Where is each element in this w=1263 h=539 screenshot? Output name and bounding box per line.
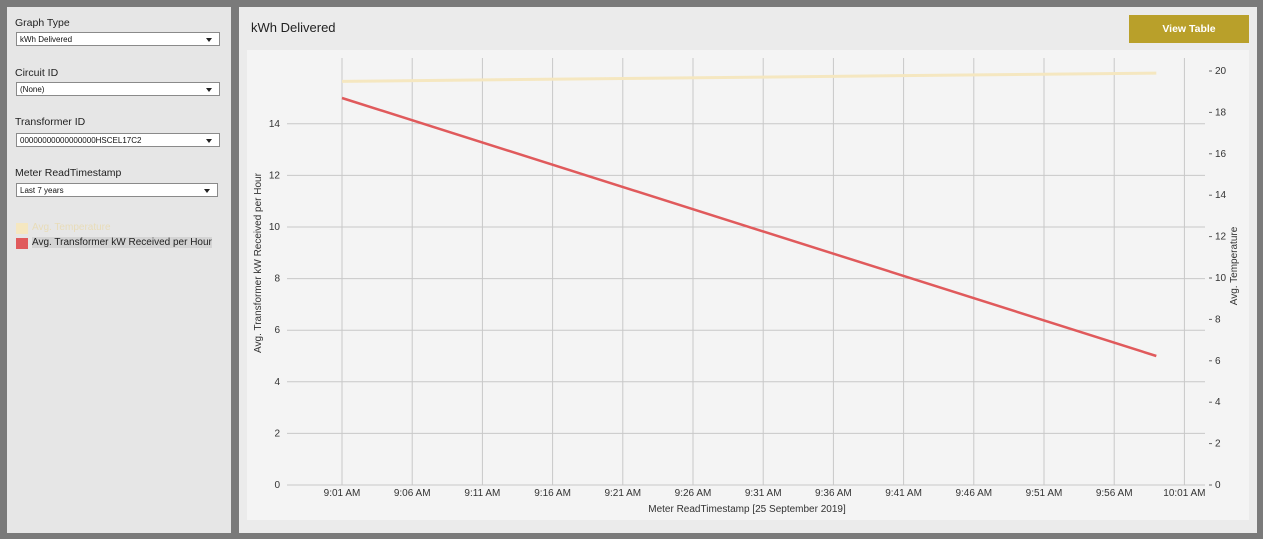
x-tick-label: 9:56 AM	[1096, 488, 1133, 499]
y2-tick-label: 0	[1215, 480, 1221, 491]
circuit-id-label: Circuit ID	[15, 67, 59, 79]
y2-tick-label: 6	[1215, 356, 1221, 367]
y2-tick-label: 2	[1215, 439, 1221, 450]
x-tick-label: 9:11 AM	[464, 488, 500, 499]
series-line-temperature	[341, 71, 1157, 83]
x-tick-label: 9:36 AM	[815, 488, 852, 499]
x-tick-label: 9:21 AM	[604, 488, 641, 499]
y2-tick-label: 14	[1215, 190, 1227, 201]
graph-type-select[interactable]: kWh Delivered	[16, 32, 220, 46]
y2-tick-label: 18	[1215, 107, 1227, 118]
chevron-down-icon	[204, 189, 210, 193]
y2-tick-label: 10	[1215, 273, 1227, 284]
circuit-id-value: (None)	[20, 85, 45, 94]
legend-swatch-kw-received	[16, 238, 28, 249]
y-tick-label: 6	[274, 325, 280, 336]
line-chart: 0 2 4 6 8 10 12 14 0 2 4 6 8 10 12 14 16 18 20 9:01 AM 9:0…	[253, 58, 1240, 515]
meter-read-value: Last 7 years	[20, 186, 64, 195]
x-tick-label: 9:41 AM	[885, 488, 922, 499]
graph-type-label: Graph Type	[15, 17, 70, 29]
chart-panel: 0 2 4 6 8 10 12 14 0 2 4 6 8 10 12 14 16 18 20 9:01 AM 9:0…	[247, 50, 1249, 520]
y-tick-label: 14	[269, 119, 281, 130]
transformer-id-label: Transformer ID	[15, 116, 86, 128]
y-tick-label: 4	[274, 377, 280, 388]
y-tick-label: 10	[269, 222, 281, 233]
meter-read-label: Meter ReadTimestamp	[15, 167, 122, 179]
y2-tick-label: 16	[1215, 149, 1227, 160]
x-tick-label: 9:31 AM	[745, 488, 782, 499]
graph-type-value: kWh Delivered	[20, 35, 73, 44]
legend-label-temperature: Avg. Temperature	[32, 222, 111, 233]
x-tick-label: 10:01 AM	[1163, 488, 1205, 499]
page-title: kWh Delivered	[251, 20, 336, 35]
chevron-down-icon	[206, 88, 212, 92]
chevron-down-icon	[206, 139, 212, 143]
view-table-button[interactable]: View Table	[1129, 15, 1249, 43]
y-tick-label: 2	[274, 428, 280, 439]
y2-tick-label: 8	[1215, 314, 1221, 325]
x-tick-label: 9:51 AM	[1026, 488, 1063, 499]
transformer-id-value: 00000000000000000HSCEL17C2	[20, 136, 142, 145]
x-tick-label: 9:26 AM	[675, 488, 712, 499]
filter-sidebar: Graph Type kWh Delivered Circuit ID (Non…	[7, 7, 231, 533]
transformer-id-select[interactable]: 00000000000000000HSCEL17C2	[16, 133, 220, 147]
y-tick-label: 8	[274, 274, 280, 285]
x-tick-label: 9:06 AM	[394, 488, 431, 499]
y-tick-label: 12	[269, 170, 281, 181]
x-tick-label: 9:46 AM	[955, 488, 992, 499]
y-axis-label: Avg. Transformer kW Received per Hour	[253, 172, 264, 353]
series-line-kw-received	[341, 96, 1157, 358]
y2-tick-label: 20	[1215, 66, 1227, 77]
circuit-id-select[interactable]: (None)	[16, 82, 220, 96]
legend-swatch-temperature	[16, 223, 28, 234]
chevron-down-icon	[206, 38, 212, 42]
x-tick-label: 9:16 AM	[534, 488, 571, 499]
x-axis-label: Meter ReadTimestamp [25 September 2019]	[648, 504, 846, 515]
legend-label-kw-received: Avg. Transformer kW Received per Hour	[32, 237, 212, 248]
x-tick-label: 9:01 AM	[324, 488, 361, 499]
y2-tick-label: 12	[1215, 232, 1227, 243]
main-panel: kWh Delivered View Table 0 2 4 6 8 10 12 14 0 2 4…	[239, 7, 1257, 533]
meter-read-select[interactable]: Last 7 years	[16, 183, 218, 197]
y2-tick-label: 4	[1215, 397, 1221, 408]
y2-axis-label: Avg. Temperature	[1229, 226, 1240, 305]
y-tick-label: 0	[274, 480, 280, 491]
